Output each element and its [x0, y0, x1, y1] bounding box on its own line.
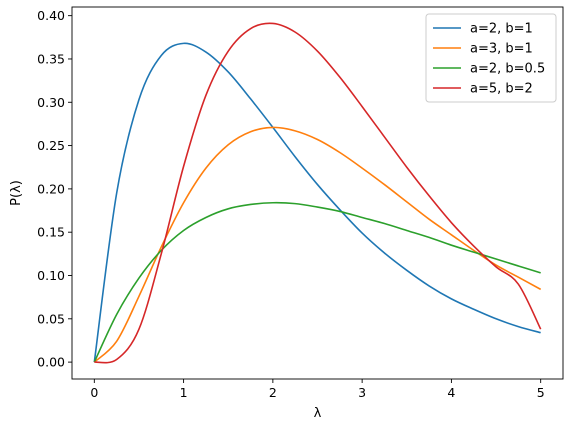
y-tick-label: 0.10 [37, 268, 65, 283]
y-axis: 0.00 0.05 0.10 0.15 0.20 0.25 0.30 0.35 0.40 [37, 8, 72, 370]
x-tick-label: 1 [180, 385, 188, 400]
x-tick-label: 5 [537, 385, 545, 400]
x-tick-label: 0 [90, 385, 98, 400]
x-tick-label: 3 [358, 385, 366, 400]
y-axis-label: P(λ) [9, 180, 24, 206]
series-line-4 [94, 22, 542, 364]
legend-label: a=5, b=2 [470, 82, 533, 97]
y-tick-label: 0.40 [37, 8, 65, 23]
y-tick-label: 0.15 [37, 225, 65, 240]
x-axis-label: λ [314, 406, 322, 421]
y-tick-label: 0.35 [37, 51, 65, 66]
x-axis: 0 1 2 3 4 5 [90, 379, 545, 400]
y-tick-label: 0.05 [37, 311, 65, 326]
legend-label: a=2, b=0.5 [470, 62, 545, 77]
legend-label: a=3, b=1 [470, 42, 533, 57]
x-tick-label: 4 [447, 385, 455, 400]
plot-frame [71, 6, 564, 380]
series-line-3 [93, 201, 541, 363]
y-tick-label: 0.00 [37, 355, 65, 370]
y-tick-label: 0.25 [37, 138, 65, 153]
plot-area [93, 22, 542, 364]
legend-box [425, 13, 557, 103]
x-tick-label: 2 [269, 385, 277, 400]
series-line-1 [93, 42, 541, 363]
legend-label: a=2, b=1 [470, 22, 533, 37]
y-tick-label: 0.20 [37, 181, 65, 196]
y-tick-label: 0.30 [37, 95, 65, 110]
series-line-2 [93, 126, 542, 363]
legend: a=2, b=1 a=3, b=1 a=2, b=0.5 a=5, b=2 [425, 13, 557, 103]
